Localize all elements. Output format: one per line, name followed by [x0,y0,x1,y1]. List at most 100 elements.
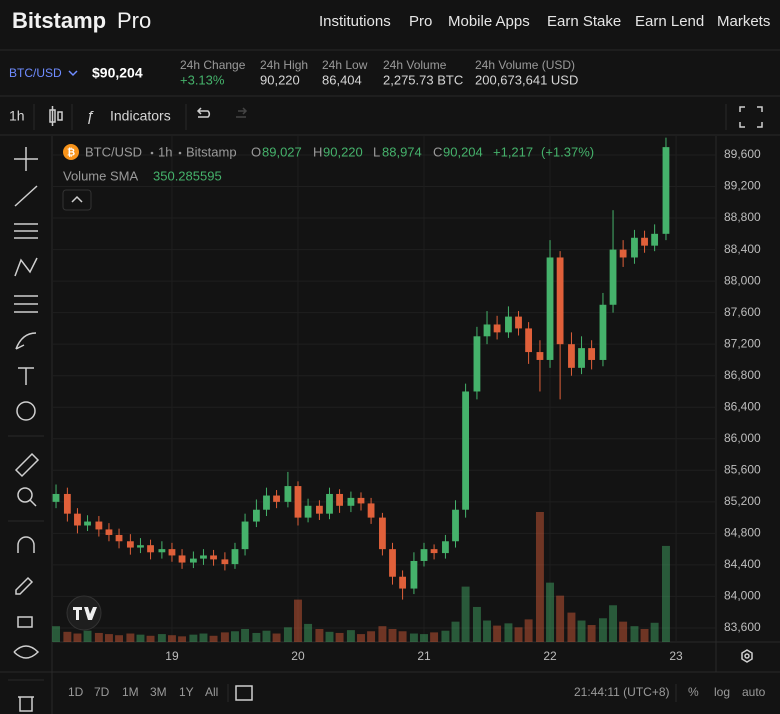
range-button[interactable]: 3M [150,685,167,699]
candle-body [556,257,564,345]
brush-tool[interactable] [15,332,37,350]
logo[interactable]: Bitstamp [12,8,106,33]
fullscreen-icon[interactable] [739,106,763,128]
btc-icon [63,144,79,160]
volume-bar [493,625,502,642]
candle-body [505,316,512,333]
candle-body [304,505,312,518]
volume-bar [567,612,576,642]
y-tick-label: 87,600 [724,305,761,319]
x-tick-label: 23 [669,649,683,663]
fib-tool[interactable] [14,223,38,239]
y-tick-label: 86,800 [724,368,761,382]
stat-label: 24h Low [322,58,368,72]
legend-c-label: C [433,144,442,159]
volume-sma: 350.285595 [153,168,222,183]
volume-label: Volume SMA [63,168,138,183]
collapse-button[interactable] [62,189,92,211]
volume-bar [472,606,481,642]
volume-bar [115,635,124,642]
range-button[interactable]: 1M [122,685,139,699]
crosshair-tool[interactable] [14,147,38,171]
nav-link[interactable]: Earn Stake [547,13,621,30]
volume-bar [315,629,324,642]
legend-o: 89,027 [262,144,302,159]
pair-selector[interactable]: BTC/USD [9,66,62,80]
nav-link[interactable]: Mobile Apps [448,13,530,30]
indicators-button[interactable]: Indicators [110,108,171,124]
dropdown-icon[interactable] [68,70,78,77]
delete-tool[interactable] [18,696,34,712]
candle-body [651,233,659,246]
y-tick-label: 85,600 [724,462,761,476]
candle-body [641,237,648,246]
visibility-tool[interactable] [13,645,40,659]
candle-body [599,304,607,360]
candle-body [178,555,186,563]
pattern-tool[interactable] [14,257,38,277]
auto-toggle[interactable]: auto [742,685,766,699]
emoji-tool[interactable] [16,401,36,421]
zoom-tool[interactable] [17,487,33,503]
nav: Institutions Pro Mobile Apps Earn Stake Earn… [319,13,770,30]
undo-icon[interactable] [196,107,211,118]
price: $90,204 [92,65,143,81]
fx-icon[interactable]: ƒ [86,108,94,125]
range-button[interactable]: 1D [68,685,84,699]
nav-link[interactable]: Institutions [319,13,391,30]
stat-label: 24h Volume (USD) [475,58,575,72]
candle-body [210,555,217,560]
legend-exchange: Bitstamp [186,144,237,159]
y-tick-label: 89,200 [724,179,761,193]
nav-link[interactable]: Markets [717,13,770,30]
interval-button[interactable]: 1h [9,108,25,124]
log-toggle[interactable]: log [714,685,730,699]
redo-icon[interactable] [236,107,248,118]
volume-bar [409,633,418,642]
nav-link[interactable]: Earn Lend [635,13,704,30]
ranges: 1D 7D 1M 3M 1Y All [68,685,218,699]
candle-body [483,324,491,337]
percent-toggle[interactable]: % [688,685,699,699]
candle-type-icon[interactable] [49,106,63,126]
logo-suffix[interactable]: Pro [117,8,151,33]
text-tool[interactable] [18,367,34,385]
candle-body [430,549,438,554]
tv-badge[interactable] [66,595,102,631]
projection-tool[interactable] [14,295,38,313]
range-button[interactable]: 7D [94,685,110,699]
range-button[interactable]: 1Y [179,685,194,699]
settings-icon[interactable] [741,649,753,663]
volume-bar [252,632,261,642]
trendline-tool[interactable] [14,185,38,207]
nav-link[interactable]: Pro [409,13,432,30]
candle-body [336,493,343,506]
candle-body [137,545,144,548]
stat-label: 24h High [260,58,308,72]
volume-bar [126,633,135,642]
volume-bar [209,635,218,642]
volume-bar [514,627,523,642]
lock-tool[interactable] [17,616,33,628]
stat-value: 200,673,641 USD [475,72,578,87]
magnet-tool[interactable] [17,536,35,553]
settings-icon-center [744,653,750,659]
volume-bar [283,627,292,642]
x-tick-label: 20 [291,649,305,663]
lock-draw-tool[interactable] [15,576,34,595]
x-tick-label: 19 [165,649,179,663]
candle-body [294,486,302,518]
candle-body [189,558,197,563]
y-tick-label: 88,400 [724,242,761,256]
collapse-icon [71,195,83,203]
range-button[interactable]: All [205,685,218,699]
volume-bar [157,634,166,642]
candle-body [410,560,418,589]
legend-change-pct: (+1.37%) [541,144,594,159]
ruler-tool[interactable] [14,452,40,478]
volume-bar [388,629,397,642]
date-range-icon[interactable] [235,685,253,701]
